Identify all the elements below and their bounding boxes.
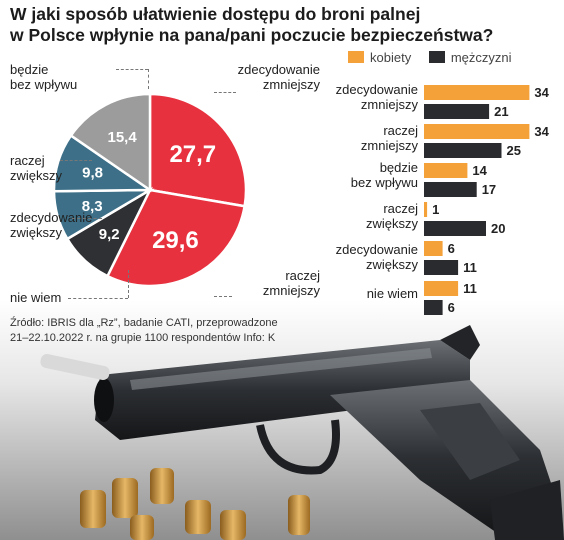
bar-category-zdecydowanie-zwiekszy: zdecydowanie zwiększy (335, 242, 418, 272)
bar-mężczyzni-1 (424, 143, 502, 158)
leader-line (128, 270, 129, 298)
donut-value-label-3: 8,3 (82, 198, 103, 215)
donut-slice-1 (105, 188, 247, 288)
bar-category-raczej-zwiekszy: raczej zwiększy (365, 201, 418, 231)
bar-mężczyzni-4 (424, 260, 459, 275)
donut-label-raczej-zmniejszy: raczej zmniejszy (262, 268, 320, 298)
bar-value-label-mężczyzni-2: 17 (482, 182, 496, 197)
bar-value-label-mężczyzni-1: 25 (507, 143, 521, 158)
bar-value-label-kobiety-0: 34 (534, 85, 549, 100)
legend-swatch-mezczyzni (428, 51, 445, 63)
bar-value-label-mężczyzni-5: 6 (448, 300, 455, 315)
bar-mężczyzni-5 (424, 300, 443, 315)
bar-category-nie-wiem: nie wiem (366, 286, 418, 301)
bar-value-label-kobiety-3: 1 (432, 202, 439, 217)
leader-line (214, 296, 232, 297)
bar-value-label-mężczyzni-4: 11 (463, 260, 477, 275)
bar-category-zdecydowanie-zmniejszy: zdecydowanie zmniejszy (335, 82, 418, 112)
bar-kobiety-2 (424, 163, 468, 178)
leader-line (68, 298, 128, 299)
donut-label-raczej-zwiekszy: raczej zwiększy (10, 153, 63, 183)
chart-title: W jaki sposób ułatwienie dostępu do bron… (10, 4, 550, 46)
bar-value-label-kobiety-4: 6 (448, 241, 455, 256)
legend-swatch-kobiety (348, 51, 364, 63)
donut-label-zdecydowanie-zmniejszy: zdecydowanie zmniejszy (237, 62, 320, 92)
leader-line (214, 92, 236, 93)
source-note: Źródło: IBRIS dla „Rz”, badanie CATI, pr… (10, 317, 278, 344)
bar-kobiety-0 (424, 85, 530, 100)
bullets-icon (80, 468, 310, 540)
title-line-2: w Polsce wpłynie na pana/pani poczucie b… (10, 25, 494, 45)
bar-category-raczej-zmniejszy: raczej zmniejszy (360, 123, 418, 153)
pistol-photo (0, 300, 564, 540)
bar-category-bez-wplywu: będzie bez wpływu (350, 160, 418, 190)
legend-item-mezczyzni: mężczyzni (428, 50, 512, 65)
cartridge-icon (40, 353, 110, 381)
bar-chart: 34 21 34 25 14 17 1 20 6 11 11 6 (424, 85, 550, 315)
donut-slice-0 (148, 92, 248, 208)
pistol-icon (94, 325, 560, 535)
bar-value-label-kobiety-5: 11 (463, 281, 477, 296)
bar-value-label-kobiety-1: 34 (534, 124, 549, 139)
leader-line (116, 69, 148, 70)
donut-label-nie-wiem: nie wiem (10, 290, 62, 305)
magazine-icon (490, 480, 564, 540)
donut-label-bez-wplywu: będzie bez wpływu (10, 62, 78, 92)
leader-line (60, 160, 92, 161)
donut-value-label-5: 15,4 (107, 129, 137, 146)
leader-line (72, 218, 102, 219)
legend-item-kobiety: kobiety (348, 50, 411, 65)
donut-value-label-2: 9,2 (99, 226, 120, 243)
bar-value-label-mężczyzni-3: 20 (491, 221, 505, 236)
bar-mężczyzni-2 (424, 182, 477, 197)
donut-label-zdecydowanie-zwieksza: zdecydowanie zwiększy (10, 210, 93, 240)
bar-value-label-mężczyzni-0: 21 (494, 104, 508, 119)
leader-line (148, 69, 149, 89)
donut-value-label-1: 29,6 (152, 227, 199, 254)
bar-mężczyzni-0 (424, 104, 490, 119)
donut-slice-5 (69, 92, 152, 193)
donut-chart: 27,7 29,6 9,2 8,3 9,8 15,4 (52, 92, 248, 288)
bar-kobiety-5 (424, 281, 459, 296)
bar-kobiety-1 (424, 124, 530, 139)
bar-kobiety-3 (424, 202, 428, 217)
legend: kobiety mężczyzni (348, 50, 526, 65)
bar-kobiety-4 (424, 241, 443, 256)
title-line-1: W jaki sposób ułatwienie dostępu do bron… (10, 4, 421, 24)
donut-value-label-4: 9,8 (82, 165, 103, 182)
bar-mężczyzni-3 (424, 221, 486, 236)
bar-value-label-kobiety-2: 14 (472, 163, 487, 178)
donut-value-label-0: 27,7 (169, 141, 216, 168)
